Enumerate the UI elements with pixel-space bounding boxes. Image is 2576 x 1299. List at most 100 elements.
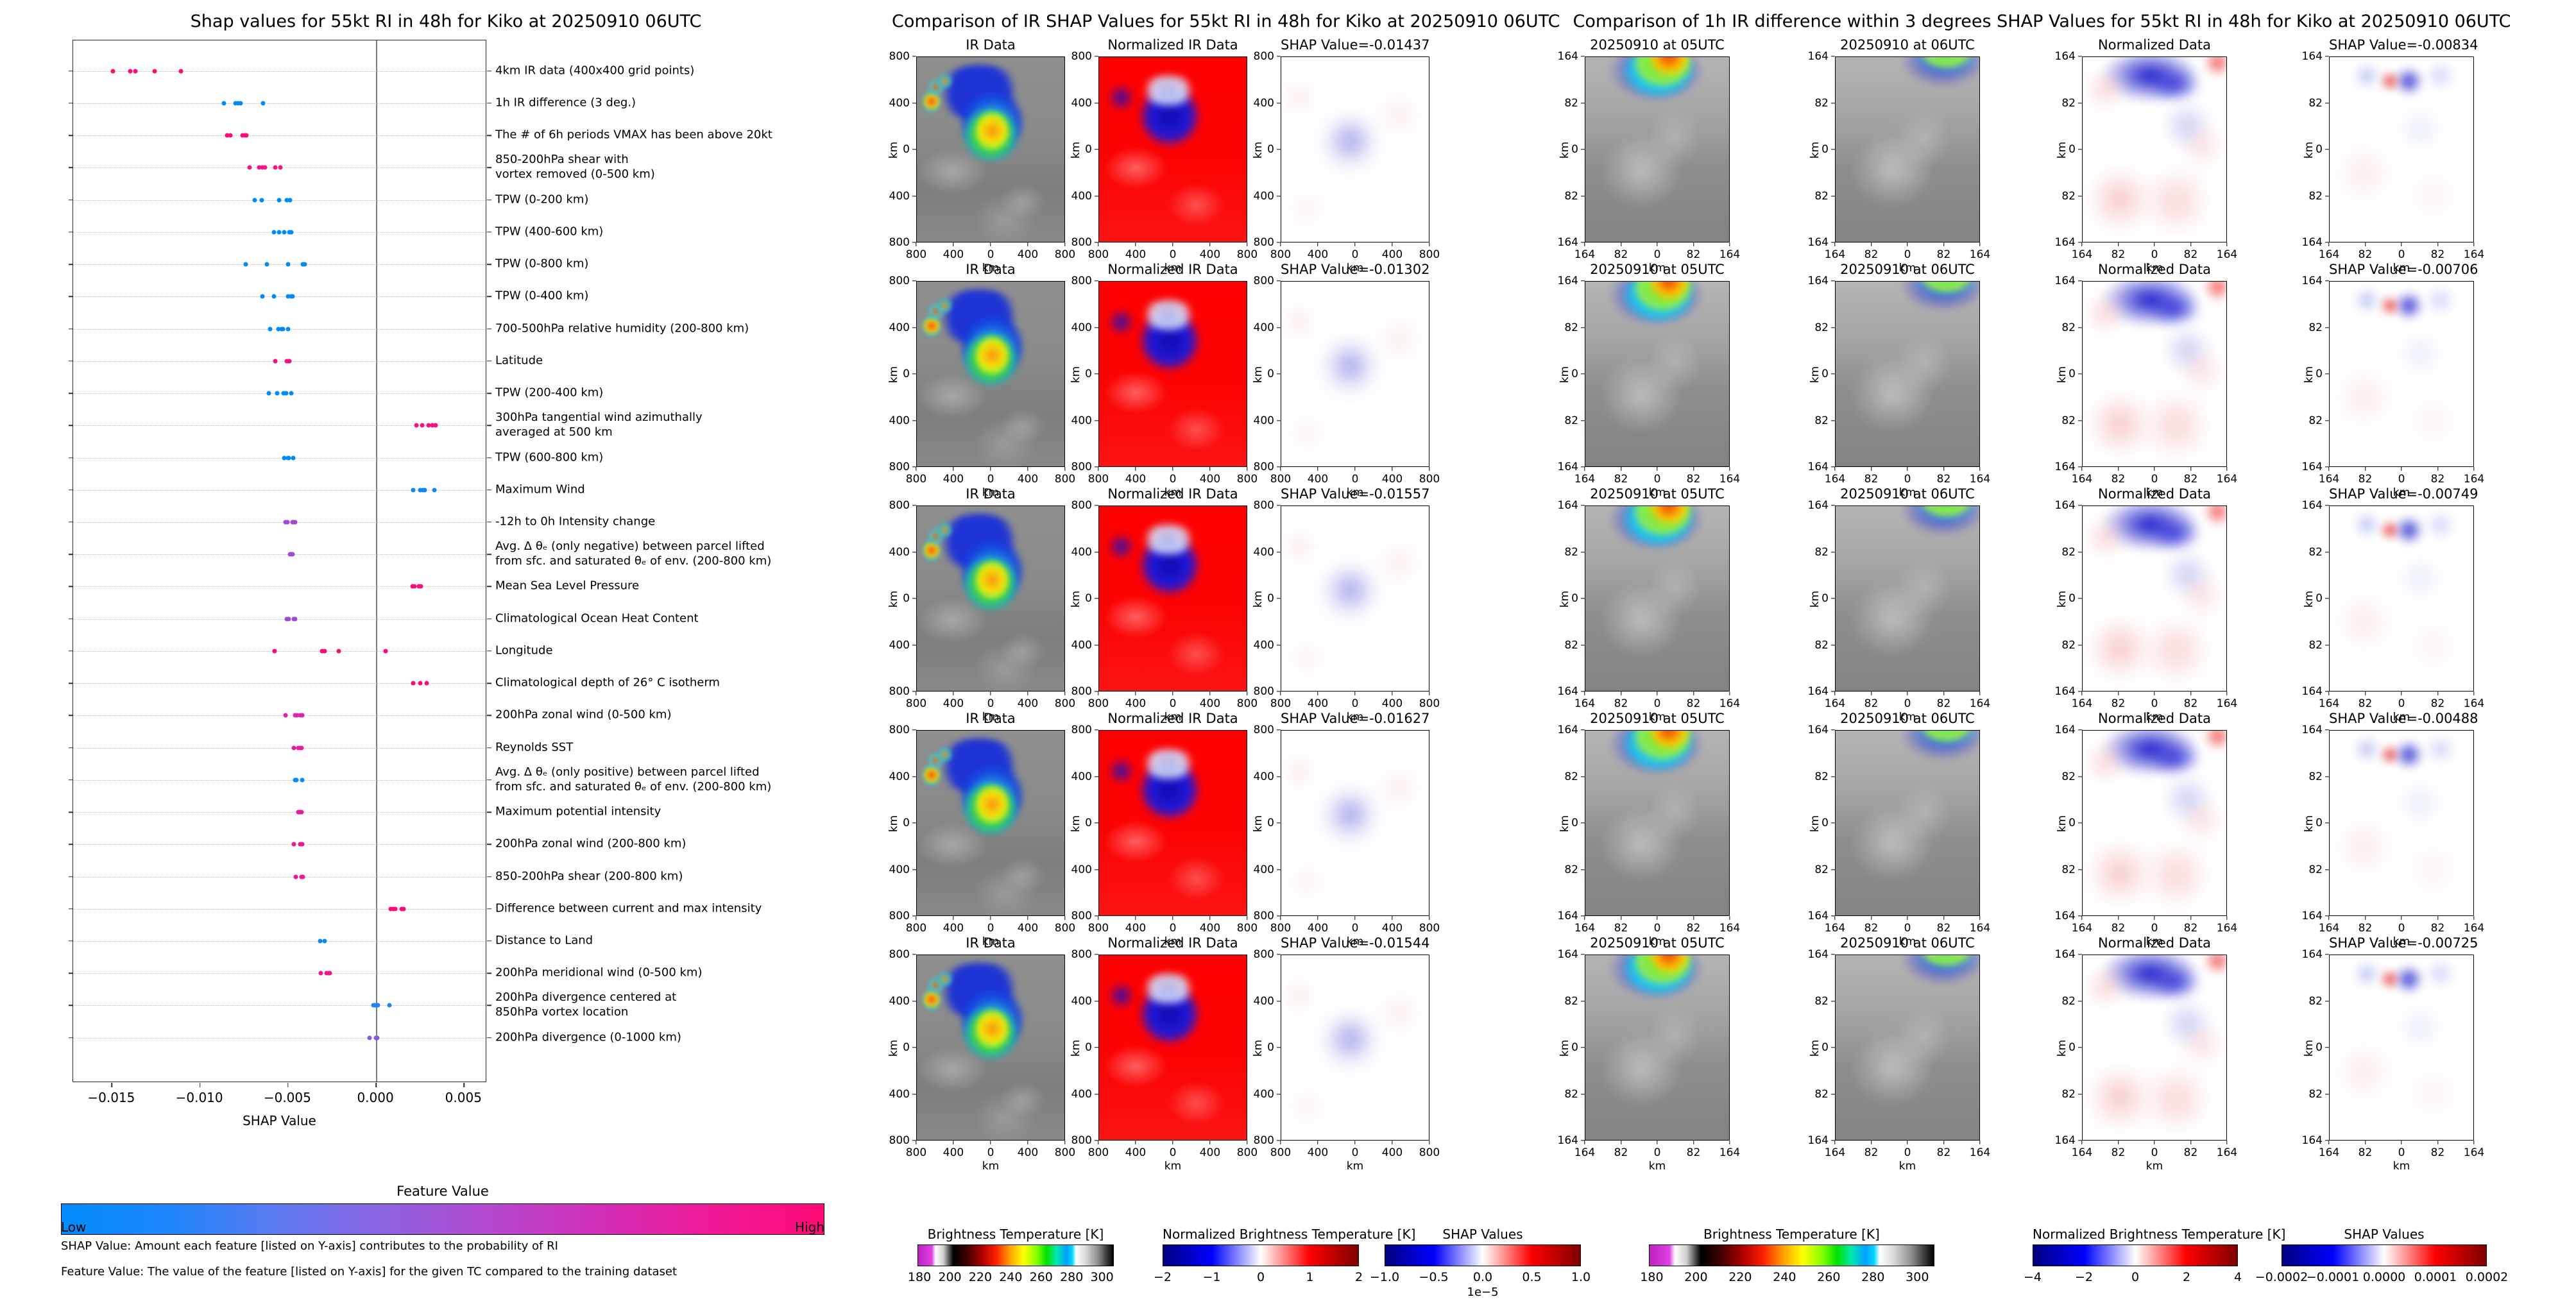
x-tick [1729, 916, 1730, 920]
x-tick-label: 0 [1169, 697, 1177, 710]
y-tick [2078, 466, 2082, 468]
x-tick [2437, 692, 2439, 695]
x-tick [1317, 692, 1318, 695]
irdiff-06utc-cell: 20250910 at 06UTC 164 82 0 82 164 164 82 0 82 164 k… [1808, 711, 1991, 948]
y-tick [2325, 327, 2329, 328]
y-tick-label: 164 [1807, 910, 1829, 922]
raster-blob [2091, 1066, 2149, 1129]
right-tick [487, 908, 491, 910]
y-tick-label: 0 [2316, 368, 2323, 380]
raster-image [1098, 281, 1247, 467]
irdiff-06utc-cell: 20250910 at 06UTC 164 82 0 82 164 164 82 0 82 164 k… [1808, 37, 1991, 275]
raster-blob [1922, 955, 1971, 967]
x-axis-label: km [2145, 711, 2163, 724]
x-tick-label: 164 [1824, 922, 1846, 935]
x-tick-label: 164 [2463, 697, 2485, 710]
y-tick [1095, 420, 1098, 421]
right-tick [487, 618, 491, 620]
raster-blob [2091, 616, 2149, 680]
subplot-title: SHAP Value=-0.01557 [1281, 486, 1430, 502]
x-tick-label: 82 [1864, 1146, 1879, 1159]
y-axis-label: km [2303, 815, 2316, 833]
y-tick [1095, 954, 1098, 955]
subplot-title: 20250910 at 05UTC [1590, 935, 1725, 951]
raster-blob [1107, 307, 1135, 337]
shap-point [412, 584, 417, 589]
x-tick [1693, 916, 1694, 920]
y-tick-label: 0 [1571, 143, 1578, 156]
y-tick [69, 167, 73, 169]
colorbar-gradient [2282, 1244, 2487, 1266]
raster-blob [1378, 94, 1420, 135]
raster-image [2329, 955, 2474, 1141]
subplot-title: 20250910 at 05UTC [1590, 37, 1725, 53]
normalized-ir-cell: Normalized IR Data 800 400 0 400 800 800 400 0 40… [1070, 37, 1258, 275]
x-axis-label: km [1648, 486, 1666, 499]
raster-blob [1867, 1017, 1934, 1103]
y-axis-label: km [2303, 590, 2316, 608]
colorbar-title: Brightness Temperature [K] [927, 1227, 1104, 1242]
y-axis-label: km [1252, 366, 1265, 384]
x-tick-label: 82 [2358, 1146, 2373, 1159]
x-tick [1027, 242, 1028, 246]
y-axis-label: km [1070, 815, 1083, 833]
shap-point [318, 938, 323, 944]
y-tick-label: 0 [2068, 592, 2076, 605]
x-tick [1693, 692, 1694, 695]
x-tick [1729, 467, 1730, 471]
y-tick-label: 400 [1071, 545, 1092, 559]
colorbar-tick-label: −2 [2074, 1270, 2094, 1284]
y-tick-label: 82 [2308, 638, 2323, 652]
y-tick [1277, 327, 1281, 328]
right-tick [487, 232, 491, 233]
y-tick-label: 0 [2068, 143, 2076, 156]
y-tick [69, 199, 73, 201]
y-tick-label: 82 [2061, 863, 2076, 876]
right-tick [487, 586, 491, 588]
y-tick [1581, 598, 1585, 599]
x-tick [1584, 1141, 1585, 1144]
x-tick [1979, 242, 1981, 246]
x-axis-label: km [1164, 1160, 1182, 1173]
x-tick-label: 0 [2398, 473, 2405, 486]
x-tick-label: 82 [1614, 922, 1628, 935]
x-axis-label: km [2393, 486, 2410, 499]
y-tick [912, 822, 916, 824]
shap-point [260, 165, 265, 170]
y-tick [69, 1037, 73, 1039]
x-tick [1027, 916, 1028, 920]
shap-point [375, 1003, 380, 1008]
y-tick-label: 400 [889, 994, 910, 1008]
x-tick [1135, 242, 1136, 246]
x-tick [990, 242, 991, 246]
y-tick-label: 164 [1557, 1134, 1578, 1147]
subplot-title: IR Data [966, 711, 1016, 726]
x-tick-label: 0 [987, 473, 994, 486]
y-tick-label: 164 [2301, 236, 2323, 249]
y-tick [1831, 954, 1835, 955]
x-tick [1693, 467, 1694, 471]
shap-beeswarm-panel: Shap values for 55kt RI in 48h for Kiko … [0, 0, 892, 1289]
x-tick [1354, 1141, 1356, 1144]
x-tick-label: 0 [987, 248, 994, 261]
shap-point [262, 165, 268, 170]
raster-image [916, 505, 1065, 692]
y-tick [1581, 869, 1585, 870]
y-tick [69, 361, 73, 362]
y-tick-label: 164 [1807, 685, 1829, 698]
x-axis-label: km [2145, 262, 2163, 275]
right-tick [487, 522, 491, 523]
y-tick-label: 82 [2061, 189, 2076, 203]
y-tick-label: 82 [1814, 994, 1829, 1008]
right-tick [487, 844, 491, 845]
y-tick [69, 876, 73, 878]
right-tick [487, 683, 491, 684]
subplot-title: 20250910 at 05UTC [1590, 262, 1725, 277]
x-tick-label: 0 [1169, 248, 1177, 261]
x-tick [1280, 242, 1281, 246]
shap-point [424, 681, 429, 686]
raster-image [1835, 56, 1980, 242]
y-tick-label: 164 [1807, 275, 1829, 287]
shap-point [300, 777, 305, 783]
y-tick-label: 164 [2301, 1134, 2323, 1147]
